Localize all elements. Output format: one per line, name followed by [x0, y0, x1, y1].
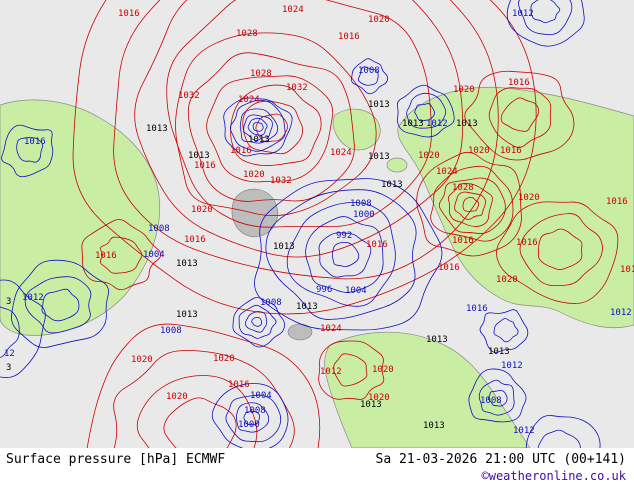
- pressure-label: 1013: [360, 400, 382, 410]
- pressure-label: 1013: [146, 124, 168, 134]
- pressure-label: 1020: [418, 151, 440, 161]
- pressure-label: 1020: [518, 193, 540, 203]
- pressure-label: 1008: [480, 396, 502, 406]
- map-footer: Surface pressure [hPa] ECMWF Sa 21-03-20…: [0, 448, 634, 490]
- pressure-label: 1016: [606, 197, 628, 207]
- pressure-label: 1028: [236, 29, 258, 39]
- pressure-label: 1008: [358, 66, 380, 76]
- pressure-label: 1013: [368, 100, 390, 110]
- pressure-label: 1013: [368, 152, 390, 162]
- map-canvas: [0, 0, 634, 448]
- pressure-label: 1016: [194, 161, 216, 171]
- map-title: Surface pressure [hPa] ECMWF: [6, 452, 226, 467]
- pressure-label: 1000: [238, 420, 260, 430]
- pressure-label: 1012: [501, 361, 523, 371]
- pressure-label: 1000: [353, 210, 375, 220]
- pressure-label: 1013: [188, 151, 210, 161]
- pressure-label: 1016: [438, 263, 460, 273]
- pressure-label: 1012: [22, 293, 44, 303]
- pressure-label: 3: [6, 297, 12, 307]
- pressure-label: 1013: [273, 242, 295, 252]
- pressure-label: 1013: [248, 135, 270, 145]
- pressure-label: 1012: [513, 426, 535, 436]
- land-asia: [397, 87, 634, 329]
- pressure-label: 1020: [368, 15, 390, 25]
- pressure-label: 1013: [176, 259, 198, 269]
- pressure-label: 1013: [296, 302, 318, 312]
- pressure-label: 1008: [244, 406, 266, 416]
- pressure-label: 996: [316, 285, 333, 295]
- pressure-label: 1016: [500, 146, 522, 156]
- land-small-island: [386, 157, 408, 173]
- pressure-label: 1020: [368, 393, 390, 403]
- pressure-map: 1016 1024 1020 1016 1028 1012 1008 1028 1032 1032…: [0, 0, 634, 448]
- pressure-label: 1016: [118, 9, 140, 19]
- pressure-label: 1008: [148, 224, 170, 234]
- pressure-label: 1016: [366, 240, 388, 250]
- pressure-label: 1013: [426, 335, 448, 345]
- pressure-label: 1013: [381, 180, 403, 190]
- pressure-label: 1024: [238, 95, 260, 105]
- pressure-label: 1016: [24, 137, 46, 147]
- pressure-label: 12: [4, 349, 15, 359]
- pressure-label: 1013: [423, 421, 445, 431]
- land-arctic-islands: [332, 108, 381, 151]
- pressure-label: 1013: [402, 119, 424, 129]
- pressure-label: 1020: [191, 205, 213, 215]
- pressure-label: 1020: [131, 355, 153, 365]
- pressure-label: 992: [336, 231, 353, 241]
- pressure-label: 1032: [270, 176, 292, 186]
- valid-time: Sa 21-03-2026 21:00 UTC (00+141): [375, 452, 626, 467]
- pressure-label: 1016: [508, 78, 530, 88]
- pressure-label: 1004: [345, 286, 367, 296]
- pressure-label: 1024: [282, 5, 304, 15]
- land-layer: [0, 87, 634, 448]
- low-pressure-isobars: [0, 0, 601, 448]
- copyright-credit[interactable]: ©weatheronline.co.uk: [481, 469, 627, 483]
- pressure-label: 1012: [426, 119, 448, 129]
- pressure-label: 1008: [260, 298, 282, 308]
- pressure-label: 1004: [250, 391, 272, 401]
- high-pressure-isobars: [72, 0, 619, 448]
- pressure-label: 1012: [320, 367, 342, 377]
- pressure-label: 1020: [468, 146, 490, 156]
- pressure-label: 101: [620, 265, 634, 275]
- pressure-label: 1028: [250, 69, 272, 79]
- pressure-label: 1020: [496, 275, 518, 285]
- pressure-label: 1024: [330, 148, 352, 158]
- pressure-label: 1020: [166, 392, 188, 402]
- pressure-label: 1016: [95, 251, 117, 261]
- pressure-label: 1012: [610, 308, 632, 318]
- pressure-label: 1020: [453, 85, 475, 95]
- pressure-label: 1013: [488, 347, 510, 357]
- pressure-label: 1016: [516, 238, 538, 248]
- pressure-label: 1020: [243, 170, 265, 180]
- pressure-label: 1013: [176, 310, 198, 320]
- pressure-label: 1024: [436, 167, 458, 177]
- pressure-label: 1013: [456, 119, 478, 129]
- pressure-label: 3: [6, 363, 12, 373]
- pressure-label: 1008: [350, 199, 372, 209]
- pressure-label: 1016: [184, 235, 206, 245]
- pressure-label: 1016: [338, 32, 360, 42]
- pressure-label: 1016: [228, 380, 250, 390]
- pressure-label: 1024: [320, 324, 342, 334]
- pressure-label: 1032: [286, 83, 308, 93]
- pressure-label: 1028: [452, 183, 474, 193]
- pressure-label: 1020: [372, 365, 394, 375]
- pressure-label: 1016: [466, 304, 488, 314]
- pressure-label: 1016: [230, 146, 252, 156]
- pressure-label: 1032: [178, 91, 200, 101]
- pressure-label: 1016: [452, 236, 474, 246]
- pressure-label: 1020: [213, 354, 235, 364]
- pressure-label: 1012: [512, 9, 534, 19]
- pressure-label: 1004: [143, 250, 165, 260]
- pressure-label: 1008: [160, 326, 182, 336]
- pressure-label-layer: 1016 1024 1020 1016 1028 1012 1008 1028 1032 1032…: [4, 5, 634, 436]
